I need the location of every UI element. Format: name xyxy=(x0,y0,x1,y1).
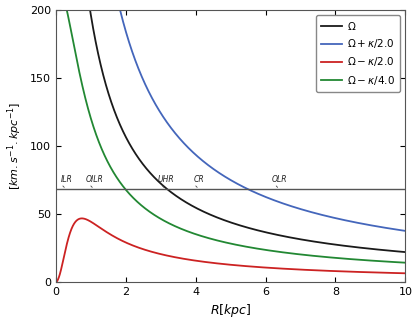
$\Omega+\kappa/2.0$ xyxy=(314,212,319,215)
$\Omega+\kappa/2.0$ xyxy=(187,147,192,151)
$\Omega-\kappa/4.0$ xyxy=(341,256,346,260)
Text: UHR: UHR xyxy=(158,175,174,184)
Legend: $\Omega$, $\Omega+\kappa/2.0$, $\Omega-\kappa/2.0$, $\Omega-\kappa/4.0$: $\Omega$, $\Omega+\kappa/2.0$, $\Omega-\… xyxy=(316,15,400,92)
$\Omega-\kappa/4.0$ xyxy=(280,251,285,254)
$\Omega+\kappa/2.0$ xyxy=(341,218,346,222)
$\Omega-\kappa/2.0$ xyxy=(187,258,192,262)
$\Omega-\kappa/2.0$ xyxy=(79,216,84,220)
Line: $\Omega-\kappa/2.0$: $\Omega-\kappa/2.0$ xyxy=(56,218,405,282)
$\Omega+\kappa/2.0$ xyxy=(280,202,285,205)
$\Omega$ xyxy=(341,244,346,248)
X-axis label: $R[kpc]$: $R[kpc]$ xyxy=(210,303,251,319)
$\Omega+\kappa/2.0$ xyxy=(263,195,268,199)
$\Omega$ xyxy=(314,240,319,244)
$\Omega+\kappa/2.0$ xyxy=(403,229,408,233)
$\Omega-\kappa/2.0$ xyxy=(314,268,319,272)
$\Omega$ xyxy=(403,250,408,254)
$\Omega-\kappa/4.0$ xyxy=(263,248,268,252)
$\Omega-\kappa/2.0$ xyxy=(53,280,58,284)
Line: $\Omega$: $\Omega$ xyxy=(56,0,405,252)
$\Omega$ xyxy=(117,121,122,125)
Text: OILR: OILR xyxy=(85,175,103,184)
$\Omega-\kappa/2.0$ xyxy=(281,267,286,271)
$\Omega-\kappa/4.0$ xyxy=(314,254,319,258)
$\Omega-\kappa/4.0$ xyxy=(403,261,408,265)
$\Omega-\kappa/4.0$ xyxy=(187,230,192,234)
$\Omega-\kappa/2.0$ xyxy=(403,271,408,275)
$\Omega-\kappa/4.0$ xyxy=(117,179,122,183)
Text: ILR: ILR xyxy=(60,175,72,184)
Line: $\Omega+\kappa/2.0$: $\Omega+\kappa/2.0$ xyxy=(56,0,405,231)
Text: CR: CR xyxy=(194,175,204,184)
$\Omega-\kappa/2.0$ xyxy=(263,266,268,269)
$\Omega$ xyxy=(187,202,192,206)
$\Omega-\kappa/2.0$ xyxy=(117,238,122,241)
$\Omega$ xyxy=(280,234,285,238)
$\Omega$ xyxy=(263,230,268,234)
$\Omega-\kappa/2.0$ xyxy=(341,269,346,273)
Y-axis label: $[km.s^{-1}.kpc^{-1}]$: $[km.s^{-1}.kpc^{-1}]$ xyxy=(5,102,24,190)
Text: OLR: OLR xyxy=(272,175,287,184)
$\Omega+\kappa/2.0$ xyxy=(117,5,122,9)
Line: $\Omega-\kappa/4.0$: $\Omega-\kappa/4.0$ xyxy=(56,0,405,263)
